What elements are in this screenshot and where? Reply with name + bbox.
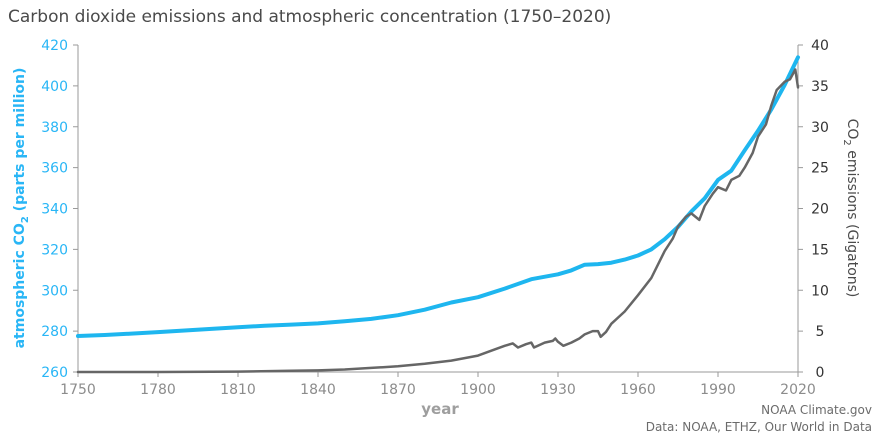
x-tick-label: 1960 [620,382,656,398]
left-axis-label-sub: 2 [20,216,31,223]
right-tick-label: 10 [811,283,829,299]
left-tick-label: 300 [41,283,68,299]
x-axis-label: year [421,400,459,418]
left-tick-label: 400 [41,79,68,95]
left-tick-label: 420 [41,38,68,54]
right-tick-label: 25 [811,161,829,177]
right-y-axis: 0 5 10 15 20 25 30 35 40 [797,38,829,381]
left-axis-label-rest: (parts per million) [12,68,28,217]
x-axis: 1750 1780 1810 1840 1870 1900 1930 1960 1990 2020 [60,371,816,398]
left-axis-label: atmospheric CO2 (parts per million) [12,68,31,349]
left-tick-label: 280 [41,324,68,340]
x-tick-label: 1840 [300,382,336,398]
right-axis-label: CO2 emissions (Gigatons) [841,119,860,298]
left-tick-label: 340 [41,202,68,218]
x-tick-label: 1990 [700,382,736,398]
x-tick-label: 1780 [140,382,176,398]
right-tick-label: 5 [816,324,825,340]
series-layer [76,55,800,374]
credit-source: NOAA Climate.gov [761,403,872,417]
right-tick-label: 40 [811,38,829,54]
x-tick-label: 2020 [780,382,816,398]
x-tick-label: 1900 [460,382,496,398]
x-tick-label: 1930 [540,382,576,398]
right-tick-label: 20 [811,202,829,218]
right-axis-label-main: CO [844,119,860,140]
right-tick-label: 0 [816,365,825,381]
left-tick-label: 260 [41,365,68,381]
credit-data: Data: NOAA, ETHZ, Our World in Data [646,420,872,434]
left-tick-label: 320 [41,242,68,258]
left-y-axis: 260 280 300 320 340 360 380 400 420 [41,38,79,381]
co2-emissions-line [76,68,800,374]
right-axis-label-sub: 2 [841,139,852,145]
right-tick-label: 30 [811,120,829,136]
left-axis-label-main: atmospheric CO [12,223,28,348]
chart-title: Carbon dioxide emissions and atmospheric… [8,7,611,27]
right-tick-label: 35 [811,79,829,95]
right-tick-label: 15 [811,242,829,258]
left-tick-label: 360 [41,161,68,177]
x-tick-label: 1810 [220,382,256,398]
co2-concentration-line [76,55,800,338]
left-tick-label: 380 [41,120,68,136]
x-tick-label: 1750 [60,382,96,398]
right-axis-label-rest: emissions (Gigatons) [844,146,860,298]
x-tick-label: 1870 [380,382,416,398]
